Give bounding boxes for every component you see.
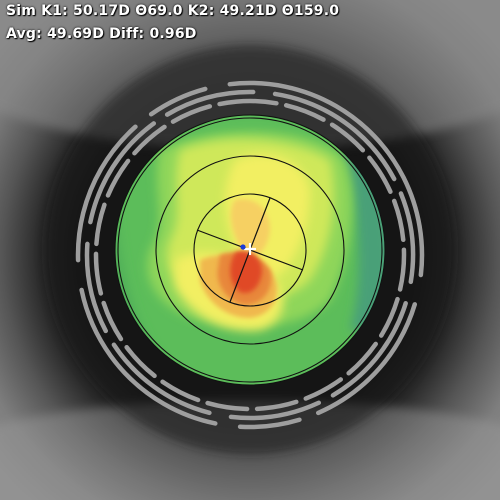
sim-k1-value: 50.17D [73,3,131,19]
diff-value: 0.96D [149,26,197,42]
diff-label: Diff: [109,26,145,42]
k1-axis-value: 69.0 [147,3,183,19]
keratometry-readout-line-2: Avg: 49.69D Diff: 0.96D [6,26,197,42]
map-outline-rings [114,114,386,386]
k2-axis-value: 159.0 [293,3,340,19]
keratometry-readout-line-1: Sim K1: 50.17D Θ69.0 K2: 49.21D Θ159.0 [6,3,339,19]
center-marker [240,243,256,255]
curvature-map [115,115,385,385]
avg-value: 49.69D [46,26,105,42]
placido-rings [75,80,425,430]
k1-axis-symbol: Θ [135,3,148,19]
k2-value: 49.21D [219,3,277,19]
sim-k1-label: Sim K1: [6,3,68,19]
avg-label: Avg: [6,26,42,42]
k2-label: K2: [187,3,215,19]
k2-axis-symbol: Θ [281,3,294,19]
